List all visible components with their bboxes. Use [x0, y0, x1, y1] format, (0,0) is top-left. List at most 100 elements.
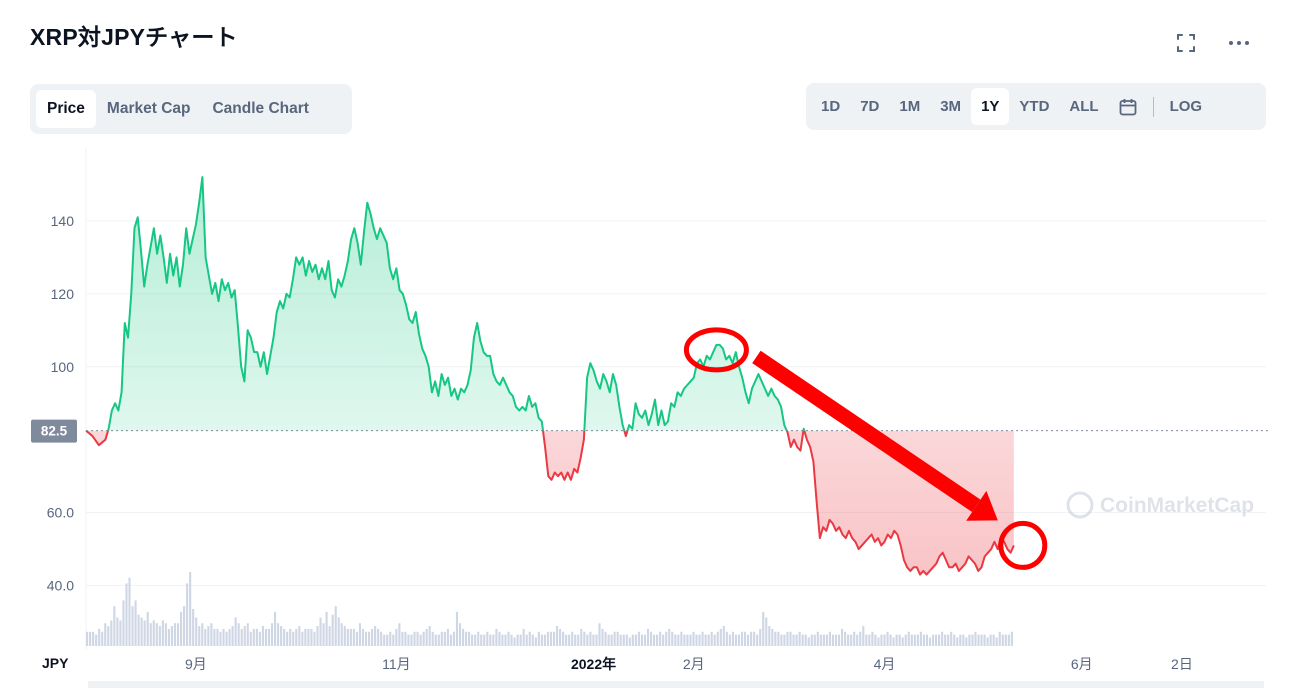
more-icon[interactable]	[1224, 28, 1254, 58]
x-tick-label: 9月	[185, 656, 207, 672]
volume-bar	[886, 631, 889, 646]
volume-bar	[656, 634, 659, 646]
range-all[interactable]: ALL	[1069, 98, 1099, 115]
volume-bar	[258, 631, 261, 646]
volume-bar	[270, 623, 274, 646]
volume-bar	[277, 623, 280, 646]
volume-bar	[525, 634, 528, 646]
volume-bar	[956, 637, 959, 646]
tab-candle-chart[interactable]: Candle Chart	[212, 100, 309, 117]
volume-bar	[380, 631, 383, 646]
volume-bar	[704, 634, 707, 646]
range-divider	[1152, 96, 1154, 117]
x-tick-label: 4月	[874, 656, 896, 672]
volume-bar	[828, 631, 831, 646]
y-tick-label: 140	[51, 213, 75, 229]
tab-price[interactable]: Price	[36, 90, 96, 128]
volume-bar	[783, 634, 786, 646]
volume-bar	[801, 634, 804, 646]
volume-bar	[722, 626, 725, 646]
volume-bar	[710, 631, 713, 646]
volume-bar	[319, 617, 322, 646]
volume-bar	[431, 631, 434, 646]
fullscreen-icon[interactable]	[1171, 28, 1201, 58]
price-line-above	[86, 176, 806, 431]
range-1m[interactable]: 1M	[899, 98, 921, 115]
volume-bar	[331, 614, 334, 646]
log-toggle[interactable]: LOG	[1169, 98, 1203, 115]
volume-bar	[834, 634, 838, 646]
volume-bar	[465, 631, 468, 646]
volume-bar	[962, 634, 965, 646]
volume-bar	[207, 626, 210, 646]
volume-bar	[616, 631, 619, 646]
volume-bar	[498, 631, 501, 646]
volume-bar	[1007, 634, 1010, 646]
volume-bar	[383, 634, 386, 646]
volume-bar	[762, 611, 765, 646]
volume-bar	[640, 634, 643, 646]
volume-bar	[895, 634, 898, 646]
volume-bar	[880, 634, 883, 646]
volume-bar	[980, 634, 983, 646]
volume-bar	[167, 628, 170, 646]
volume-bar	[965, 637, 968, 646]
volume-bar	[792, 634, 795, 646]
volume-bar	[98, 628, 101, 646]
range-1d[interactable]: 1D	[821, 98, 841, 115]
reference-badge	[31, 419, 77, 443]
volume-bar	[149, 623, 152, 646]
range-3m[interactable]: 3M	[940, 98, 962, 115]
volume-bar	[707, 634, 710, 646]
volume-bar	[683, 634, 686, 646]
y-tick-label: 100	[51, 359, 75, 375]
volume-bar	[261, 626, 264, 646]
volume-bar	[974, 631, 977, 646]
volume-bar	[995, 637, 998, 646]
volume-bar	[562, 631, 565, 646]
range-scrollbar[interactable]	[88, 681, 1264, 688]
volume-bar	[480, 634, 483, 646]
volume-bar	[273, 611, 277, 646]
volume-bar	[953, 634, 956, 646]
volume-bar	[489, 634, 492, 646]
volume-bar	[677, 634, 680, 646]
volume-bar	[125, 583, 128, 646]
volume-bar	[519, 634, 522, 646]
volume-bar	[625, 634, 628, 646]
volume-bar	[643, 634, 647, 646]
volume-bar	[986, 637, 989, 646]
calendar-icon[interactable]	[1109, 88, 1147, 125]
volume-bar	[1001, 634, 1004, 646]
volume-bar	[931, 634, 935, 646]
volume-bar	[613, 631, 616, 646]
tab-market-cap[interactable]: Market Cap	[106, 100, 191, 117]
volume-bar	[574, 634, 577, 646]
volume-bar	[137, 614, 140, 646]
volume-bar	[944, 634, 947, 646]
volume-bar	[161, 620, 164, 646]
volume-bar	[968, 634, 971, 646]
volume-bar	[816, 631, 819, 646]
volume-bar	[252, 628, 255, 646]
volume-bar	[419, 634, 422, 646]
volume-bar	[889, 634, 892, 646]
range-ytd[interactable]: YTD	[1019, 98, 1050, 115]
volume-bar	[422, 631, 425, 646]
volume-bar	[395, 628, 398, 646]
volume-bar	[213, 628, 216, 646]
volume-bar	[598, 623, 601, 646]
volume-bar	[243, 626, 246, 646]
volume-bar	[546, 631, 550, 646]
volume-bar	[610, 634, 613, 646]
range-7d[interactable]: 7D	[860, 98, 880, 115]
volume-bar	[92, 631, 95, 646]
volume-bar	[922, 634, 925, 646]
volume-bar	[534, 637, 537, 646]
chart-type-tabs: Price Market Cap Candle Chart	[30, 84, 352, 134]
volume-bar	[249, 631, 252, 646]
range-1y[interactable]: 1Y	[971, 88, 1010, 125]
volume-bar	[237, 623, 240, 646]
volume-bar	[565, 634, 568, 646]
y-tick-label: 40.0	[47, 578, 74, 594]
